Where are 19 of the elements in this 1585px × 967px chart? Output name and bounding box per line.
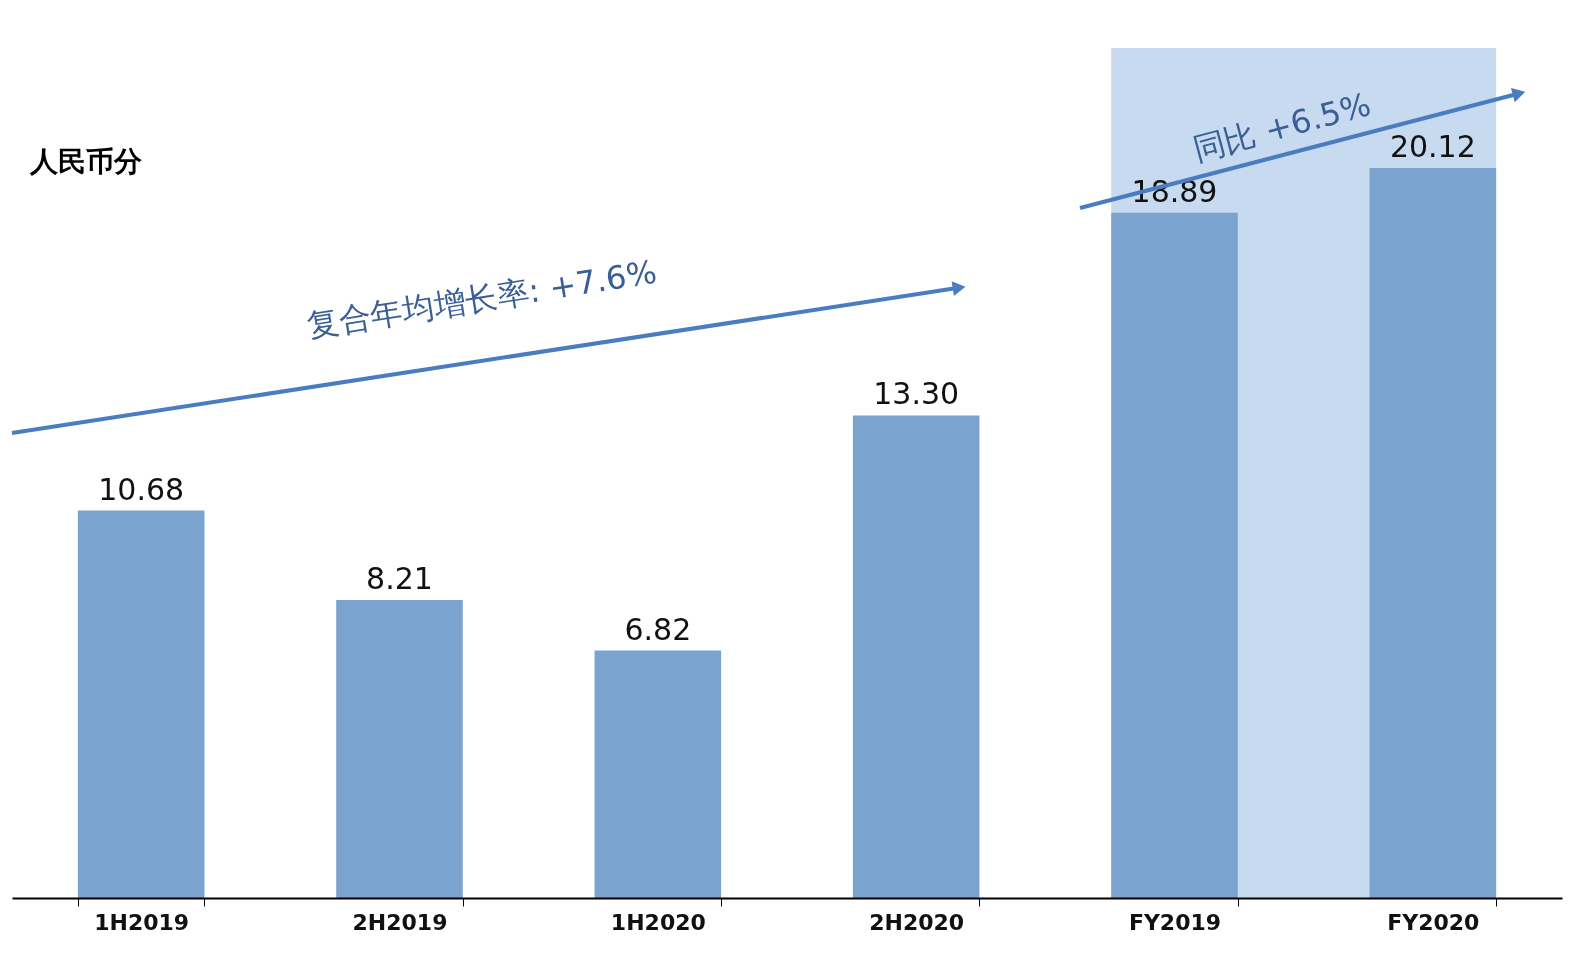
x-tick-label: 1H2019: [94, 909, 190, 935]
x-tick-label: 2H2019: [352, 909, 448, 935]
x-tick-label: FY2020: [1387, 909, 1480, 935]
x-tick-label: FY2019: [1128, 909, 1222, 935]
bar: [77, 510, 205, 898]
data-label: 8.21: [366, 561, 433, 597]
y-axis-title: 人民币分: [29, 145, 143, 178]
bar: [594, 650, 722, 898]
bar: [336, 600, 463, 898]
data-label: 6.82: [624, 611, 692, 647]
data-label: 10.68: [98, 471, 185, 507]
data-label: 20.12: [1389, 129, 1476, 164]
x-tick-label: 1H2020: [610, 909, 706, 935]
x-tick-label: 2H2020: [869, 909, 965, 935]
bar: [852, 415, 980, 898]
bar: [1111, 212, 1238, 898]
annotation: 复合年均增长率: +7.6%: [304, 252, 660, 346]
annotation: 同比 +6.5%: [1188, 85, 1375, 169]
data-label: 13.30: [873, 376, 960, 412]
